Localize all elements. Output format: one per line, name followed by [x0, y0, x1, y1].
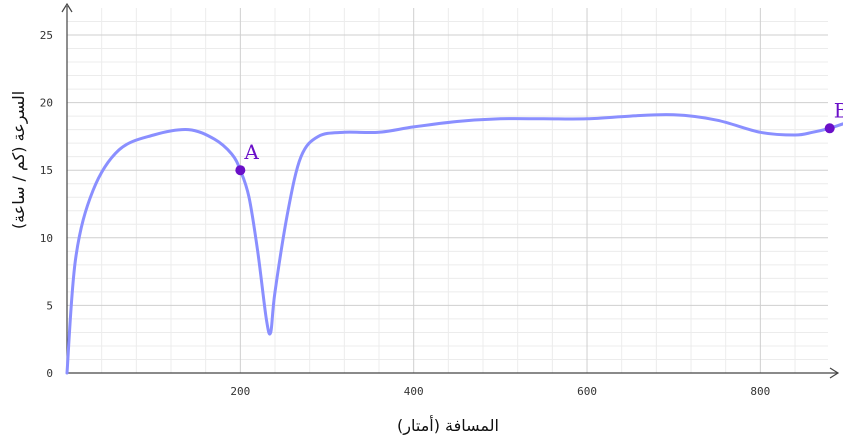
y-axis-title: السرعة (كم / ساعة) — [9, 91, 29, 229]
x-tick-label: 200 — [230, 385, 250, 398]
y-tick-label: 25 — [40, 29, 53, 42]
major-gridlines — [67, 8, 828, 373]
point-b-label: B — [834, 98, 843, 122]
point-a-label: A — [243, 140, 259, 164]
highlighted-points: AB — [235, 98, 843, 176]
x-axis-title: المسافة (أمتار) — [397, 415, 499, 436]
series-line — [65, 113, 843, 375]
point-b-marker — [824, 123, 835, 134]
x-tick-label: 800 — [750, 385, 770, 398]
y-tick-label: 15 — [40, 164, 53, 177]
tick-labels: 200400600800100012000510152025 — [40, 29, 771, 398]
x-axis-arrow — [829, 367, 840, 379]
series-group — [65, 113, 843, 375]
y-tick-label: 10 — [40, 232, 53, 245]
x-tick-label: 600 — [577, 385, 597, 398]
y-tick-label: 5 — [46, 299, 53, 312]
y-tick-label: 0 — [46, 367, 53, 380]
x-tick-label: 400 — [404, 385, 424, 398]
y-tick-label: 20 — [40, 97, 53, 110]
axes — [61, 2, 840, 379]
minor-gridlines — [67, 8, 828, 373]
point-a-marker — [235, 165, 246, 176]
y-axis-arrow — [61, 2, 73, 13]
